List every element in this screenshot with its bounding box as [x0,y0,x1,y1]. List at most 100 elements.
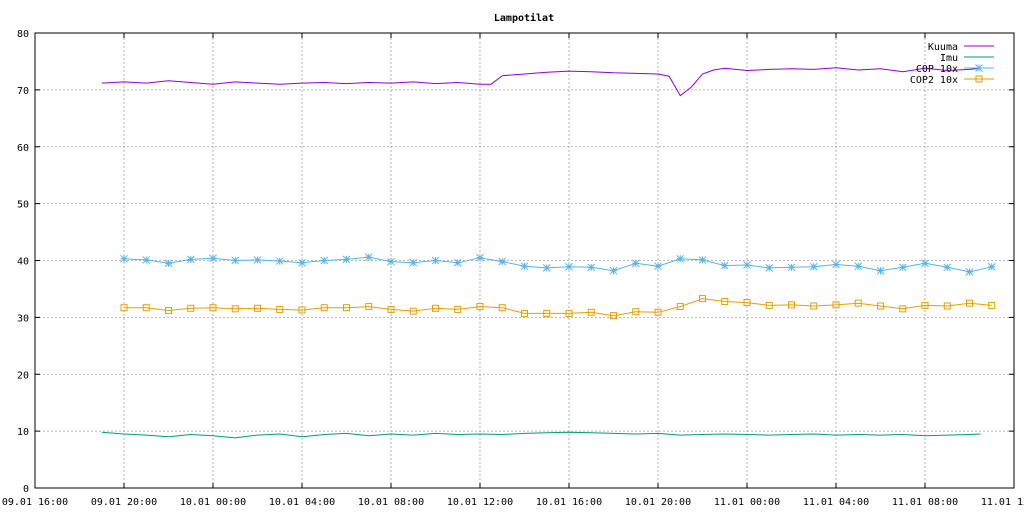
data-point-square [654,308,662,316]
data-point-square [743,299,751,307]
data-point-square [988,301,996,309]
data-point-star [765,264,774,272]
x-tick-label: 10.01 04:00 [269,497,335,508]
data-point-square [610,312,617,320]
data-point-square [409,307,417,315]
data-point-star [787,263,796,272]
data-point-square [721,297,729,305]
data-point-star [921,259,929,268]
legend-label: Kuuma [928,42,958,53]
series-line [101,431,981,439]
data-point-star [987,262,996,271]
data-point-star [320,256,329,265]
data-point-square [699,295,706,303]
y-tick-label: 10 [17,427,29,438]
data-point-square [476,303,484,311]
data-point-square [165,307,172,315]
data-point-star [209,254,217,263]
x-tick-label: 11.01 12:00 [981,497,1024,508]
series-line [101,67,981,97]
data-point-square [142,304,150,312]
data-point-square [209,304,217,312]
data-point-square [899,305,907,313]
legend-label: COP2 10x [910,75,958,86]
y-tick-label: 60 [17,143,29,154]
data-point-star [120,254,128,263]
y-tick-label: 0 [23,484,29,495]
data-point-star [298,258,306,267]
data-point-square [454,305,462,313]
series-layer [101,67,996,439]
data-point-square [543,309,551,317]
data-point-star [631,259,640,268]
data-point-star [453,258,462,267]
y-tick-label: 30 [17,313,29,324]
x-tick-label: 11.01 00:00 [714,497,780,508]
data-point-star [676,254,685,263]
data-point-square [832,301,840,309]
x-tick-label: 10.01 08:00 [358,497,424,508]
data-point-star [743,261,751,269]
data-point-star [587,263,596,272]
data-point-square [676,303,684,311]
y-tick-label: 40 [17,257,29,268]
data-point-square [231,305,239,313]
data-point-square [498,304,506,312]
x-tick-label: 09.01 20:00 [91,497,157,508]
grid [35,33,1014,488]
series-line [124,298,992,317]
data-point-square [921,301,929,309]
x-tick-label: 09.01 16:00 [2,497,68,508]
y-tick-label: 20 [17,370,29,381]
series-imu [101,431,981,439]
data-point-star [253,256,262,264]
data-point-square [587,308,595,316]
data-point-square [810,302,818,310]
y-tick-label: 70 [17,86,29,97]
x-tick-label: 10.01 00:00 [180,497,246,508]
data-point-square [254,304,261,312]
x-tick-label: 10.01 12:00 [447,497,513,508]
y-tick-label: 50 [17,200,29,211]
data-point-star [832,260,840,269]
series-kuuma [101,67,981,97]
data-point-star [975,64,983,72]
data-point-star [698,256,707,264]
data-point-square [343,304,350,312]
legend-label: COP 10x [916,64,958,75]
data-point-square [120,304,128,312]
data-point-square [877,302,884,310]
data-point-square [632,308,640,316]
data-point-square [432,304,439,312]
data-point-star [609,266,618,275]
series-cop-10x [120,253,996,276]
data-point-star [387,257,395,266]
data-point-star [476,253,484,262]
data-point-square [365,303,373,311]
data-point-star [943,263,952,272]
data-point-square [521,309,528,317]
data-point-star [231,256,240,265]
data-point-star [854,262,863,271]
data-point-star [142,256,151,264]
data-point-square [387,305,395,313]
legend-label: Imu [940,53,958,64]
data-point-star [498,257,507,266]
data-point-square [966,299,973,307]
data-point-square [943,302,951,310]
data-point-star [275,257,284,265]
y-tick-label: 80 [17,29,29,40]
data-point-square [320,304,328,312]
data-point-star [565,262,573,271]
data-point-star [720,261,729,270]
data-point-star [164,259,173,268]
data-point-square [765,301,773,309]
data-point-square [565,309,573,317]
data-point-star [542,264,551,272]
data-point-square [854,299,862,307]
data-point-star [342,255,351,264]
data-point-square [975,75,983,83]
data-point-star [876,266,885,275]
